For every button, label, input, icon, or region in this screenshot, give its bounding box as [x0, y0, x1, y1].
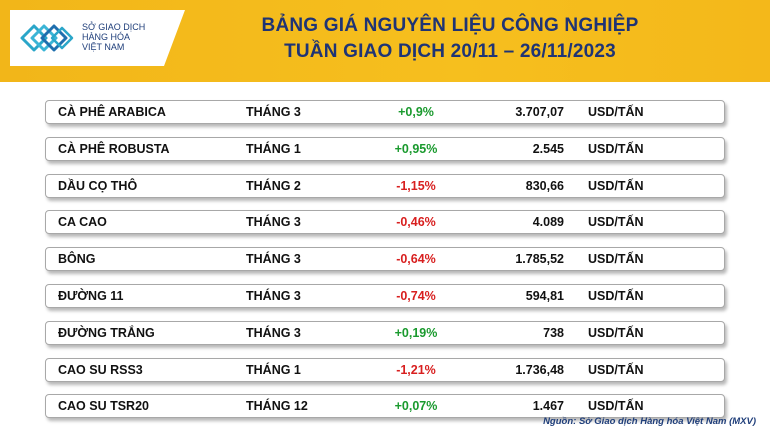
source-note: Nguồn: Sở Giao dịch Hàng hóa Việt Nam (M…: [543, 416, 756, 427]
price-unit: USD/TẤN: [588, 252, 644, 267]
contract-month: THÁNG 3: [246, 325, 301, 340]
logo-line: VIỆT NAM: [82, 42, 125, 52]
contract-month: THÁNG 1: [246, 141, 301, 156]
price-unit: USD/TẤN: [588, 141, 644, 156]
price-unit: USD/TẤN: [588, 178, 644, 193]
percent-change: +0,19%: [394, 325, 438, 340]
logo-wordmark: SỞ GIAO DỊCH HÀNG HÓA VIỆT NAM: [82, 22, 170, 52]
contract-month: THÁNG 3: [246, 252, 301, 267]
table-row: CAO SU RSS3 THÁNG 1 -1,21% 1.736,48 USD/TẤN: [45, 357, 725, 382]
price-value: 3.707,07: [515, 105, 564, 119]
percent-change: -1,15%: [396, 178, 436, 193]
price-unit: USD/TẤN: [588, 215, 644, 230]
percent-change: +0,07%: [394, 399, 438, 414]
price-value: 2.545: [532, 141, 564, 156]
price-value: 1.785,52: [515, 252, 564, 267]
price-value: 1.736,48: [515, 362, 564, 377]
logo-line: SỞ GIAO DỊCH: [82, 22, 146, 32]
table-row: CAO SU TSR20 THÁNG 12 +0,07% 1.467 USD/TẤN: [45, 394, 725, 419]
header-banner: SỞ GIAO DỊCH HÀNG HÓA VIỆT NAM BẢNG GIÁ …: [0, 0, 770, 82]
page-title: BẢNG GIÁ NGUYÊN LIỆU CÔNG NGHIỆP: [261, 15, 639, 36]
price-unit: USD/TẤN: [588, 325, 644, 340]
contract-month: THÁNG 12: [246, 399, 308, 414]
table-row: CÀ PHÊ ARABICA THÁNG 3 +0,9% 3.707,07 USD/TẤ…: [45, 100, 725, 124]
logo-panel: [10, 10, 185, 66]
percent-change: +0,95%: [394, 141, 438, 156]
commodity-name: CAO SU RSS3: [58, 362, 143, 377]
price-unit: USD/TẤN: [588, 288, 644, 303]
contract-month: THÁNG 3: [246, 288, 301, 303]
price-unit: USD/TẤN: [588, 399, 644, 414]
table-row: CÀ PHÊ ROBUSTA THÁNG 1 +0,95% 2.545 USD/TẤN: [45, 136, 725, 161]
contract-month: THÁNG 3: [246, 105, 301, 119]
table-row: DẦU CỌ THÔ THÁNG 2 -1,15% 830,66 USD/TẤN: [45, 173, 725, 198]
contract-month: THÁNG 1: [246, 362, 301, 377]
commodity-name: ĐƯỜNG TRẮNG: [58, 325, 155, 340]
table-row: ĐƯỜNG TRẮNG THÁNG 3 +0,19% 738 USD/TẤN: [45, 320, 725, 345]
percent-change: -1,21%: [396, 362, 436, 377]
percent-change: -0,46%: [396, 215, 436, 230]
logo-line: HÀNG HÓA: [82, 32, 131, 42]
commodity-name: CÀ PHÊ ARABICA: [58, 105, 166, 119]
price-table: CÀ PHÊ ARABICA THÁNG 3 +0,9% 3.707,07 USD/TẤ…: [45, 100, 725, 431]
commodity-name: ĐƯỜNG 11: [58, 288, 124, 303]
commodity-name: CA CAO: [58, 215, 107, 230]
commodity-name: CÀ PHÊ ROBUSTA: [58, 141, 170, 156]
contract-month: THÁNG 3: [246, 215, 301, 230]
mxv-logo-icon: [20, 24, 74, 52]
price-value: 1.467: [532, 399, 564, 414]
price-unit: USD/TẤN: [588, 362, 644, 377]
price-value: 594,81: [525, 288, 564, 303]
percent-change: +0,9%: [398, 105, 434, 119]
price-value: 738: [543, 325, 564, 340]
commodity-name: DẦU CỌ THÔ: [58, 178, 138, 193]
table-row: BÔNG THÁNG 3 -0,64% 1.785,52 USD/TẤN: [45, 247, 725, 272]
table-row: ĐƯỜNG 11 THÁNG 3 -0,74% 594,81 USD/TẤN: [45, 283, 725, 308]
commodity-name: CAO SU TSR20: [58, 399, 149, 414]
price-value: 830,66: [525, 178, 564, 193]
commodity-name: BÔNG: [58, 252, 96, 267]
price-value: 4.089: [532, 215, 564, 230]
price-unit: USD/TẤN: [588, 105, 644, 119]
contract-month: THÁNG 2: [246, 178, 301, 193]
percent-change: -0,74%: [396, 288, 436, 303]
percent-change: -0,64%: [396, 252, 436, 267]
page-subtitle: TUẦN GIAO DỊCH 20/11 – 26/11/2023: [284, 41, 616, 62]
table-row: CA CAO THÁNG 3 -0,46% 4.089 USD/TẤN: [45, 210, 725, 235]
